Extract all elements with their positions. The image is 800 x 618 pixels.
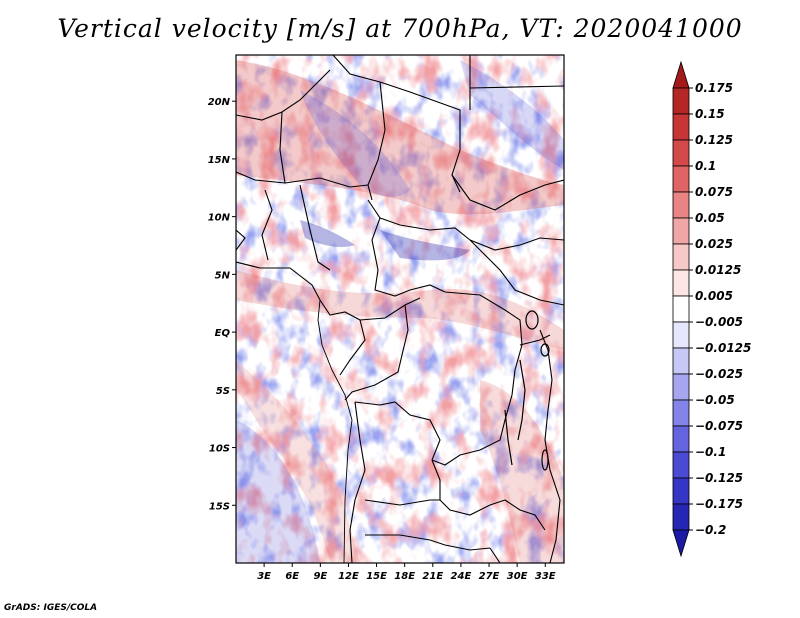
lon-tick-label: 18E — [394, 571, 415, 582]
lat-tick-label: 15S — [209, 501, 230, 512]
lat-tick-label: 10N — [208, 213, 231, 224]
lon-tick-label: 21E — [422, 571, 443, 582]
colorbar-level-label: −0.1 — [695, 445, 726, 459]
colorbar-segment — [672, 477, 690, 505]
colorbar-level-label: −0.075 — [695, 419, 743, 433]
lon-tick-label: 12E — [338, 571, 359, 582]
colorbar-level-label: 0.005 — [695, 289, 733, 303]
colorbar-level-label: −0.05 — [695, 393, 735, 407]
colorbar-segment — [672, 399, 690, 427]
lat-tick-label: 20N — [208, 97, 231, 108]
colorbar-level-label: 0.075 — [695, 185, 733, 199]
colorbar-level-label: 0.1 — [695, 159, 716, 173]
lat-tick-label: 15N — [208, 155, 231, 166]
lon-tick-label: 6E — [285, 571, 299, 582]
lat-tick-label: EQ — [215, 328, 231, 339]
colorbar-level-label: −0.125 — [695, 471, 743, 485]
lat-tick-label: 5S — [216, 386, 230, 397]
lakes — [504, 310, 550, 471]
chart-title: Vertical velocity [m/s] at 700hPa, VT: 2… — [57, 14, 743, 43]
colorbar-segment — [672, 425, 690, 453]
lon-tick-label: 33E — [535, 571, 556, 582]
colorbar-segment — [672, 191, 690, 219]
lon-tick-label: 15E — [366, 571, 387, 582]
colorbar-level-label: −0.005 — [695, 315, 743, 329]
colorbar-segment — [672, 373, 690, 401]
colorbar-level-label: −0.175 — [695, 497, 743, 511]
lon-tick-label: 3E — [257, 571, 271, 582]
colorbar-level-label: 0.025 — [695, 237, 733, 251]
longitude-axis: 3E 6E 9E 12E 15E 18E 21E 24E 27E 30E 33E — [257, 563, 556, 582]
lat-tick-label: 10S — [209, 444, 230, 455]
lon-tick-label: 9E — [313, 571, 327, 582]
colorbar-segment — [672, 269, 690, 297]
colorbar-level-label: 0.15 — [695, 107, 725, 121]
colorbar-level-label: 0.05 — [695, 211, 725, 225]
colorbar-segment — [672, 165, 690, 193]
colorbar-segment-top-arrow — [672, 60, 690, 89]
colorbar-segment — [672, 139, 690, 167]
colorbar-level-label: 0.0125 — [695, 263, 741, 277]
colorbar-segment — [672, 321, 690, 349]
colorbar-segment — [672, 113, 690, 141]
colorbar-segment-bottom-arrow — [672, 529, 690, 558]
colorbar-level-label: −0.0125 — [695, 341, 751, 355]
vertical-velocity-field — [236, 55, 564, 563]
lat-tick-label: 5N — [215, 270, 231, 281]
colorbar-segment — [672, 347, 690, 375]
lon-tick-label: 27E — [479, 571, 500, 582]
country-borders — [236, 55, 564, 563]
colorbar-level-label: 0.125 — [695, 133, 733, 147]
colorbar-segment — [672, 87, 690, 115]
map-panel: 20N 15N 10N 5N EQ 5S 10S 15S 3E 6E 9E 12E 15E 18E 21E… — [208, 54, 565, 582]
latitude-axis: 20N 15N 10N 5N EQ 5S 10S 15S — [208, 97, 236, 512]
colorbar-segment — [672, 503, 690, 531]
colorbar: 0.175 0.15 0.125 0.1 0.075 0.05 0.025 0.0125 0.0… — [672, 60, 751, 558]
colorbar-segment — [672, 217, 690, 245]
colorbar-level-label: −0.025 — [695, 367, 743, 381]
lon-tick-label: 30E — [507, 571, 528, 582]
colorbar-level-label: −0.2 — [695, 523, 726, 537]
colorbar-level-label: 0.175 — [695, 81, 733, 95]
software-credit: GrADS: IGES/COLA — [4, 603, 98, 613]
lon-tick-label: 24E — [451, 571, 472, 582]
colorbar-segment — [672, 295, 690, 323]
colorbar-segment — [672, 243, 690, 271]
map-frame — [235, 54, 565, 564]
colorbar-segment — [672, 451, 690, 479]
